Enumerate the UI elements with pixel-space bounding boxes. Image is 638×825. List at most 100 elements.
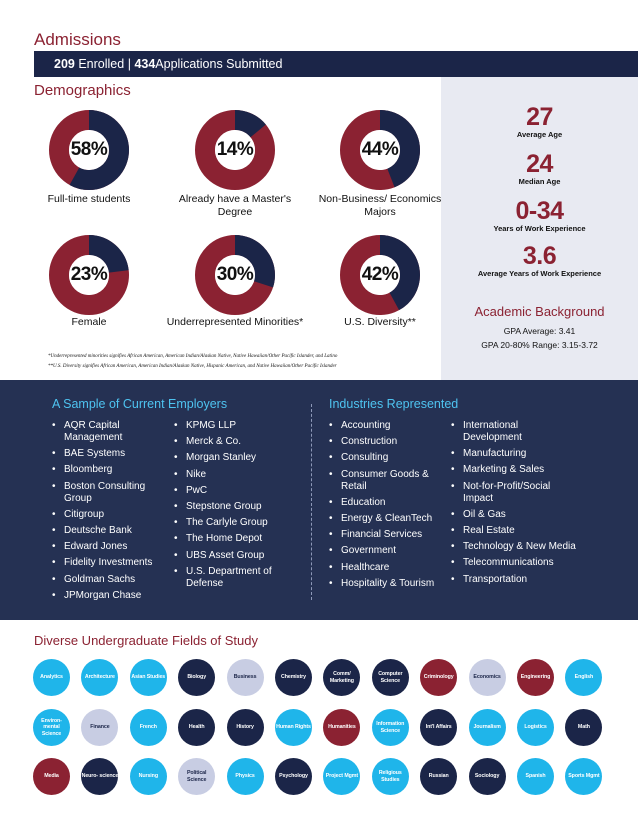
stat-item: 3.6 Average Years of Work Experience [441, 243, 638, 278]
employer-item: Citigroup [52, 509, 170, 521]
field-label: Health [188, 724, 205, 731]
field-circle: Chemistry [275, 659, 312, 696]
field-label: Asian Studies [131, 674, 166, 681]
stat-value: 0-34 [515, 197, 564, 225]
field-circle: History [226, 709, 264, 746]
admissions-title: Admissions [34, 30, 121, 49]
industry-item: Government [329, 545, 449, 557]
gpa-average: GPA Average: 3.41 [503, 326, 576, 336]
industry-item: Marketing & Sales [451, 464, 576, 476]
field-label: French [139, 724, 157, 731]
donut-hole [360, 255, 400, 295]
field-circle: Physics [226, 758, 264, 795]
field-label: Physics [235, 773, 255, 780]
donut-svg [195, 235, 275, 315]
employer-item: Boston Consulting Group [52, 481, 170, 505]
industry-item: Education [329, 497, 449, 509]
field-label: Religious Studies [378, 770, 402, 783]
stats-panel [441, 77, 638, 380]
employer-item: The Home Depot [174, 533, 302, 545]
applications-label: Applications Submitted [155, 57, 283, 71]
stat-label: Average Age [516, 130, 563, 139]
applications-count: 434 [134, 57, 156, 71]
employer-item: Morgan Stanley [174, 452, 302, 464]
field-label: Biology [187, 674, 207, 681]
employer-item: JPMorgan Chase [52, 590, 170, 602]
demographics-title: Demographics [34, 82, 131, 99]
employer-item: Edward Jones [52, 541, 170, 553]
field-label: English [574, 674, 594, 681]
field-circle: French [129, 709, 167, 746]
field-circle: Logistics [517, 709, 554, 746]
donut-hole [69, 255, 109, 295]
industries-title: Industries Represented [329, 397, 459, 411]
industry-item: International Development [451, 420, 576, 444]
field-label: Spanish [525, 773, 546, 780]
employer-item: AQR Capital Management [52, 420, 170, 444]
donut-chart: 14% [195, 110, 275, 190]
field-circle: Information Science [371, 709, 409, 746]
stat-label: Median Age [518, 177, 561, 186]
admissions-bar: 209 Enrolled | 434Applications Submitted [34, 51, 638, 77]
employer-item: PwC [174, 485, 302, 497]
industry-item: Consulting [329, 452, 449, 464]
industry-item: Not-for-Profit/Social Impact [451, 481, 576, 505]
stat-value: 27 [526, 103, 553, 131]
field-label: Journalism [473, 724, 501, 731]
field-label: Computer Science [378, 671, 403, 684]
footnote-us-diversity: **U.S. Diversity signifies African Ameri… [48, 364, 337, 369]
donut-chart: 42% [340, 235, 420, 315]
field-label: Math [577, 724, 590, 731]
field-label: History [236, 724, 254, 731]
field-circle: Spanish [517, 758, 554, 795]
stat-item: 0-34 Years of Work Experience [441, 198, 638, 233]
employer-item: BAE Systems [52, 448, 170, 460]
donut-hole [69, 130, 109, 170]
donut-hole [215, 130, 255, 170]
donut-value: 44% [361, 139, 399, 160]
stat-label: Years of Work Experience [493, 224, 586, 233]
donut-value: 30% [216, 264, 254, 285]
donut-value-arc [340, 110, 420, 190]
field-label: Comm/ Marketing [329, 671, 354, 684]
field-circle: Russian [420, 758, 458, 795]
field-label: Neuro- science [81, 773, 119, 780]
field-circle: Criminology [420, 659, 458, 696]
industry-item: Construction [329, 436, 449, 448]
stat-value: 3.6 [522, 242, 557, 270]
employers-list-1: AQR Capital Management BAE Systems Bloombe… [52, 420, 170, 606]
stat-label: Average Years of Work Experience [477, 269, 602, 278]
field-label: Russian [428, 773, 449, 780]
employer-item: Goldman Sachs [52, 574, 170, 586]
stat-item: 24 Median Age [441, 151, 638, 186]
donut-chart: 44% [340, 110, 420, 190]
industries-list-2: International Development Manufacturing Ma… [451, 420, 576, 590]
industry-item: Telecommunications [451, 557, 576, 569]
employer-item: Deutsche Bank [52, 525, 170, 537]
field-circle: Journalism [468, 709, 506, 746]
donut-value-arc [49, 235, 129, 315]
donut-value: 14% [216, 139, 254, 160]
field-circle: Project Mgmt [323, 758, 361, 795]
field-label: Psychology [279, 773, 308, 780]
employer-item: Nike [174, 469, 302, 481]
donut-caption: Underrepresented Minorities* [166, 316, 304, 328]
field-circle: Analytics [33, 659, 70, 696]
industry-item: Technology & New Media [451, 541, 576, 553]
field-circle: Computer Science [371, 659, 409, 696]
donut-value: 23% [70, 264, 108, 285]
field-circle: Humanities [323, 709, 361, 746]
field-label: Business [233, 674, 257, 681]
donut-value-arc [340, 235, 420, 315]
employer-item: The Carlyle Group [174, 517, 302, 529]
employer-item: Fidelity Investments [52, 557, 170, 569]
enrolled-label: Enrolled [78, 57, 125, 71]
donut-svg [195, 110, 275, 190]
industries-list-1: Accounting Construction Consulting Consumer… [329, 420, 449, 594]
donut-value-arc [195, 235, 275, 315]
donut-svg [49, 110, 129, 190]
field-label: Media [44, 773, 59, 780]
fields-of-study-title: Diverse Undergraduate Fields of Study [34, 633, 259, 648]
academic-background-title: Academic Background [474, 304, 605, 319]
section-divider [311, 404, 312, 600]
